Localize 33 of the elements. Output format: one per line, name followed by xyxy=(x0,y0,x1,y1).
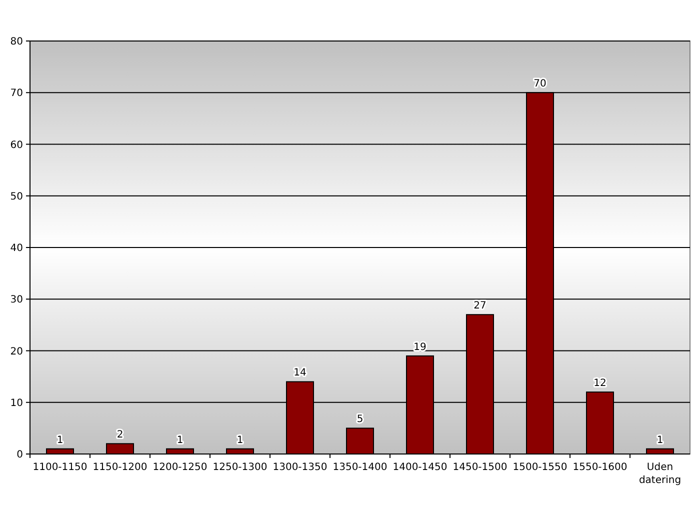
y-tick-label: 80 xyxy=(10,36,23,48)
data-label: 5 xyxy=(356,414,364,426)
x-tick-label: 1550-1600 xyxy=(572,462,628,473)
y-tick-label: 20 xyxy=(10,346,23,358)
x-tick-label: 1150-1200 xyxy=(92,462,148,473)
data-label: 1 xyxy=(56,434,64,446)
x-tick-label: Uden datering xyxy=(638,462,682,486)
y-tick-label: 10 xyxy=(10,398,23,409)
data-label: 2 xyxy=(116,430,124,441)
x-tick-label: 1400-1450 xyxy=(392,462,448,473)
data-label: 27 xyxy=(474,300,486,312)
x-tick-label: 1500-1550 xyxy=(512,462,568,473)
x-tick-label: 1200-1250 xyxy=(152,462,208,473)
data-label: 19 xyxy=(414,342,426,353)
y-tick-label: 0 xyxy=(16,450,23,460)
x-tick-label: 1300-1350 xyxy=(272,462,328,473)
bar xyxy=(346,428,374,454)
y-tick-label: 50 xyxy=(10,191,23,202)
x-tick-label: 1250-1300 xyxy=(212,462,268,473)
x-tick-label: 1100-1150 xyxy=(32,462,88,473)
bar xyxy=(106,443,134,454)
data-label: 1 xyxy=(656,434,664,446)
y-tick-label: 30 xyxy=(10,294,23,306)
data-label: 1 xyxy=(236,434,244,446)
data-label: 70 xyxy=(534,78,546,90)
x-tick-label: 1450-1500 xyxy=(452,462,508,473)
y-tick-label: 70 xyxy=(10,88,23,100)
data-label: 12 xyxy=(594,378,606,390)
y-tick-label: 40 xyxy=(10,243,23,254)
x-tick-label: 1350-1400 xyxy=(332,462,388,473)
data-label: 14 xyxy=(294,368,306,379)
y-tick-label: 60 xyxy=(10,140,23,151)
data-label: 1 xyxy=(176,434,184,446)
